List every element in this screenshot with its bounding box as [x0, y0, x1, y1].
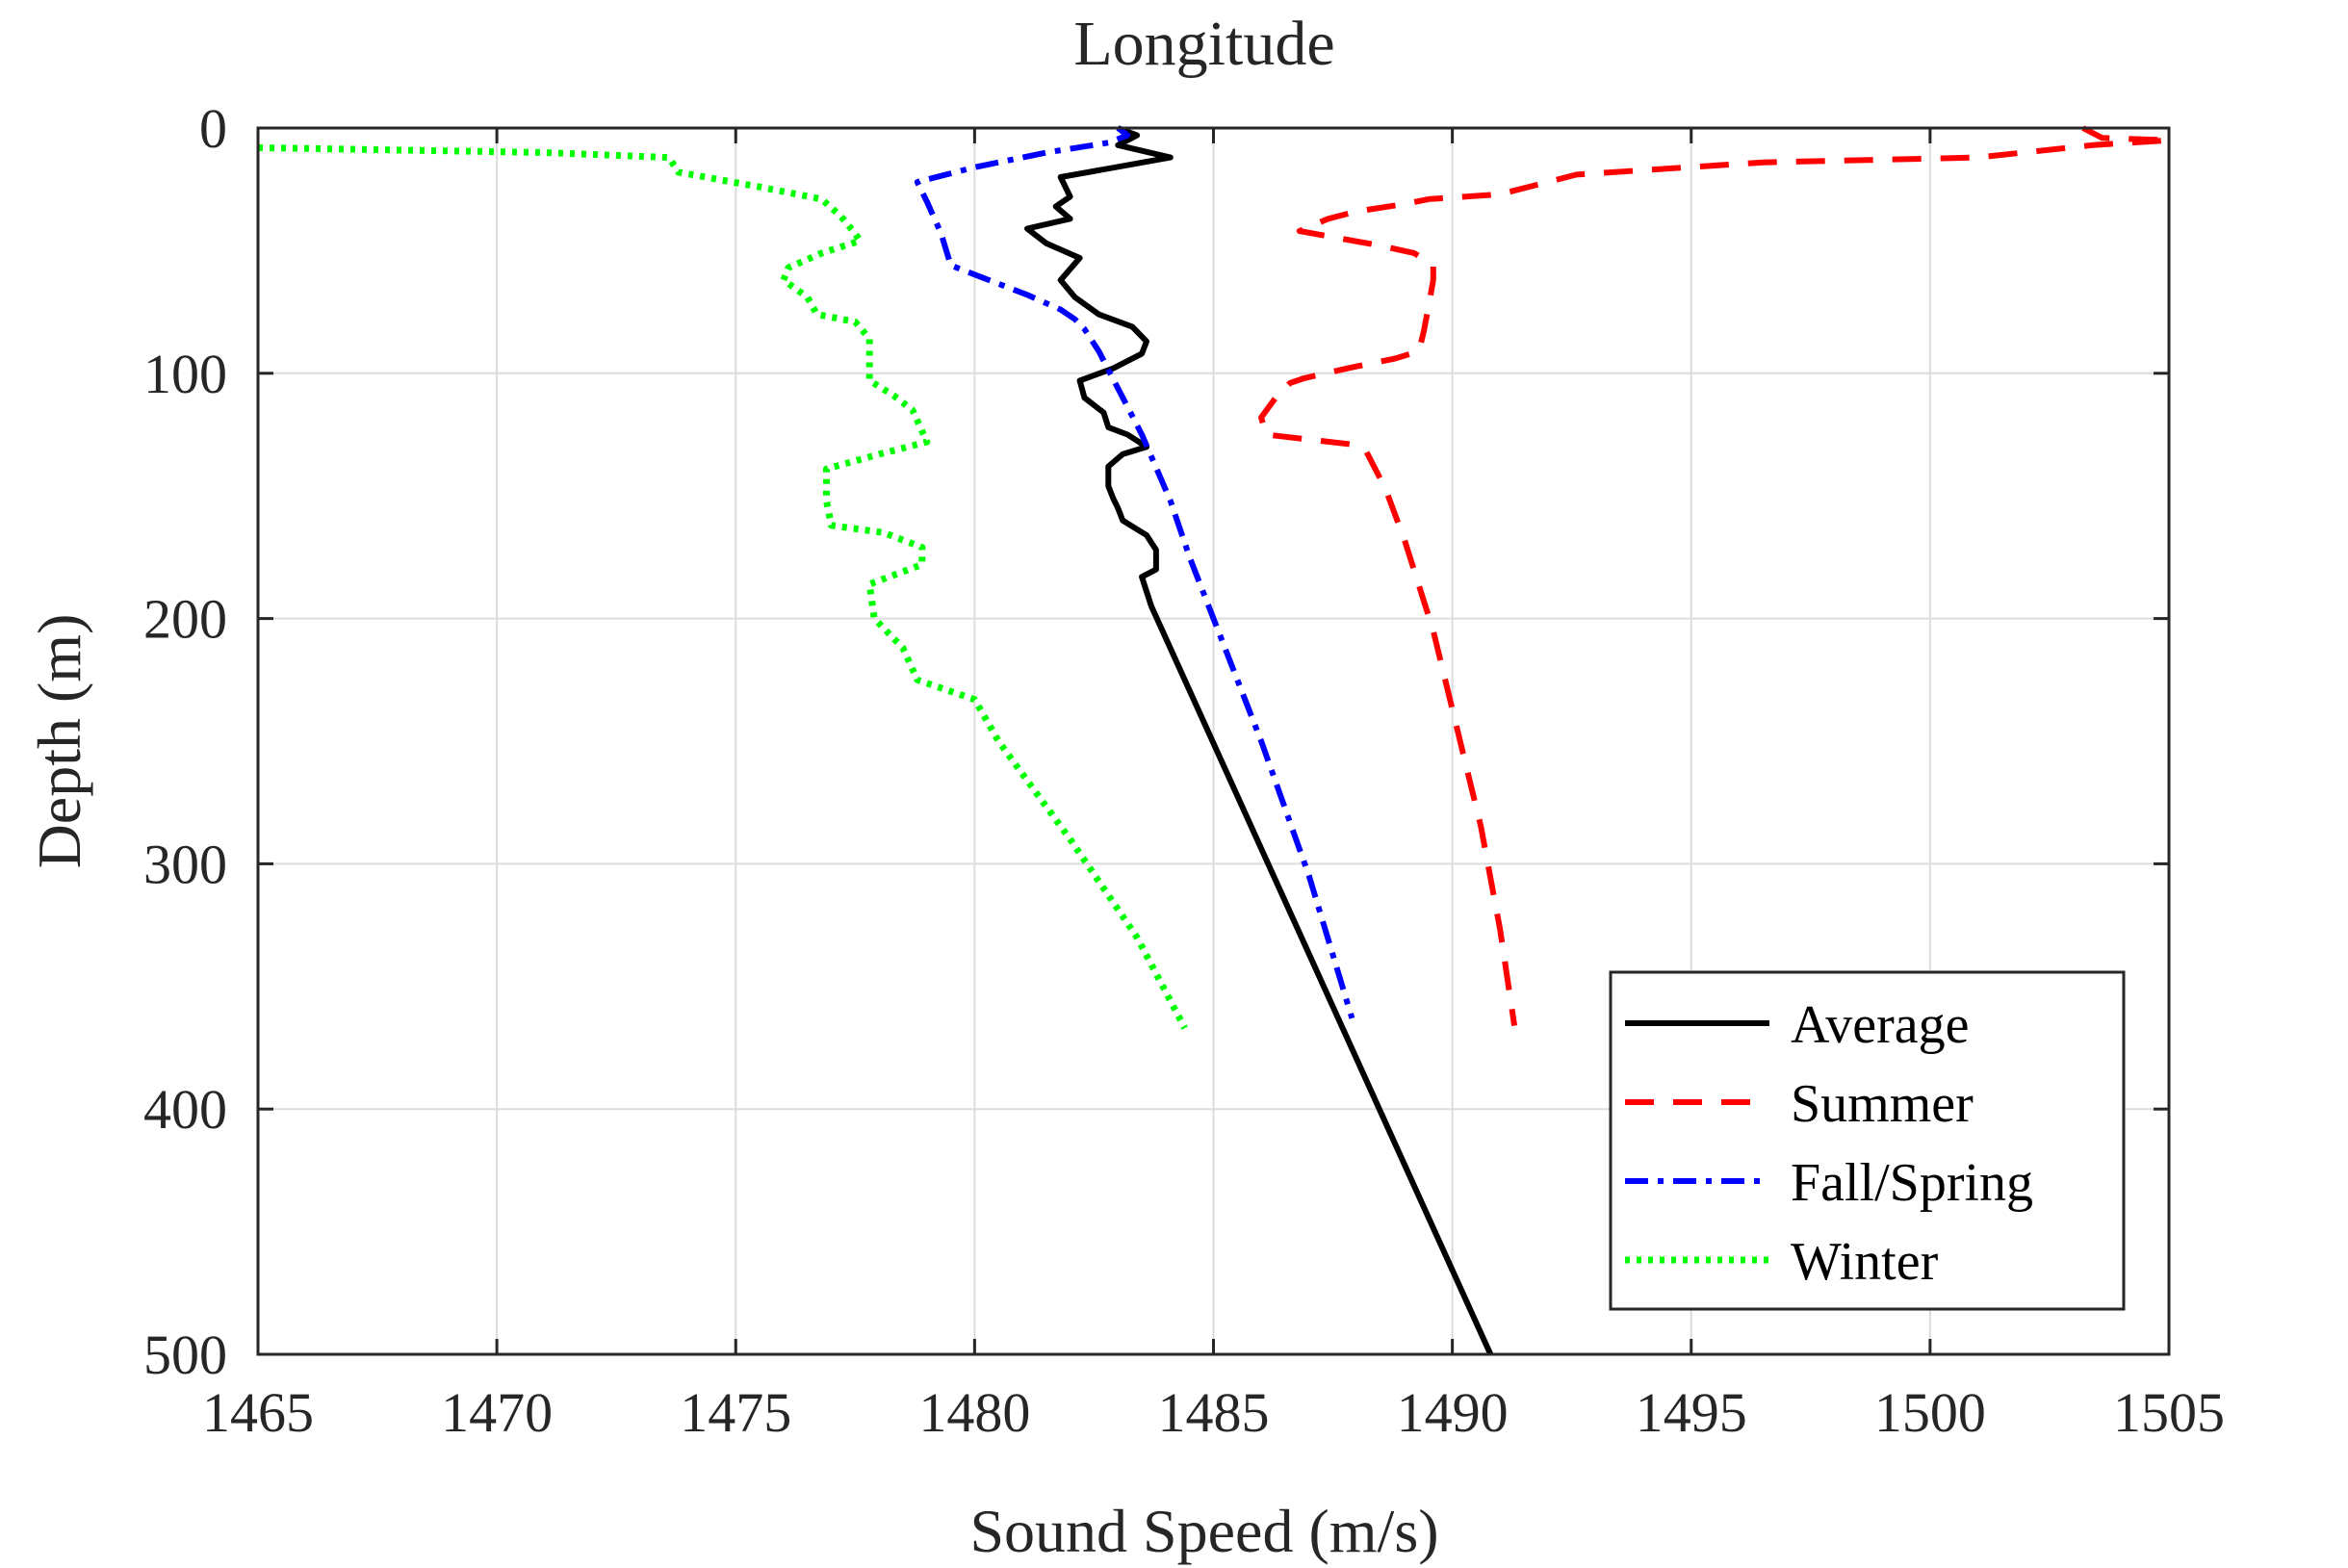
x-tick-label: 1490: [1397, 1381, 1509, 1444]
y-axis-label: Depth (m): [25, 614, 93, 869]
x-tick-label: 1500: [1874, 1381, 1986, 1444]
series-line-average: [1024, 125, 1494, 1356]
series-group: [258, 125, 2169, 1356]
series-line-summer: [1258, 125, 2169, 1027]
x-tick-label: 1485: [1158, 1381, 1270, 1444]
x-tick-label: 1505: [2113, 1381, 2225, 1444]
x-tick-label: 1475: [680, 1381, 791, 1444]
legend: Average Summer Fall/Spring Winter: [1609, 970, 2126, 1311]
ticks: 1465 1470 1475 1480 1485 1490 1495 1500 1505 0 100…: [143, 97, 2225, 1444]
series-line-winter: [258, 143, 1188, 1030]
x-tick-label: 1465: [202, 1381, 314, 1444]
y-tick-label: 400: [143, 1078, 227, 1141]
y-tick-label: 200: [143, 588, 227, 651]
y-tick-label: 500: [143, 1324, 227, 1386]
chart-title: Longitude: [1073, 9, 1334, 79]
y-tick-label: 300: [143, 833, 227, 895]
legend-label: Winter: [1791, 1232, 1939, 1292]
y-tick-label: 0: [199, 97, 227, 160]
series-line-fall-spring: [914, 125, 1355, 1019]
y-tick-label: 100: [143, 343, 227, 405]
x-tick-label: 1495: [1636, 1381, 1747, 1444]
legend-box: [1609, 970, 2126, 1311]
x-axis-label: Sound Speed (m/s): [969, 1497, 1438, 1565]
legend-label: Average: [1791, 995, 1970, 1055]
x-tick-label: 1470: [441, 1381, 553, 1444]
x-tick-label: 1480: [918, 1381, 1030, 1444]
legend-label: Fall/Spring: [1791, 1153, 2033, 1213]
legend-label: Summer: [1791, 1074, 1974, 1134]
